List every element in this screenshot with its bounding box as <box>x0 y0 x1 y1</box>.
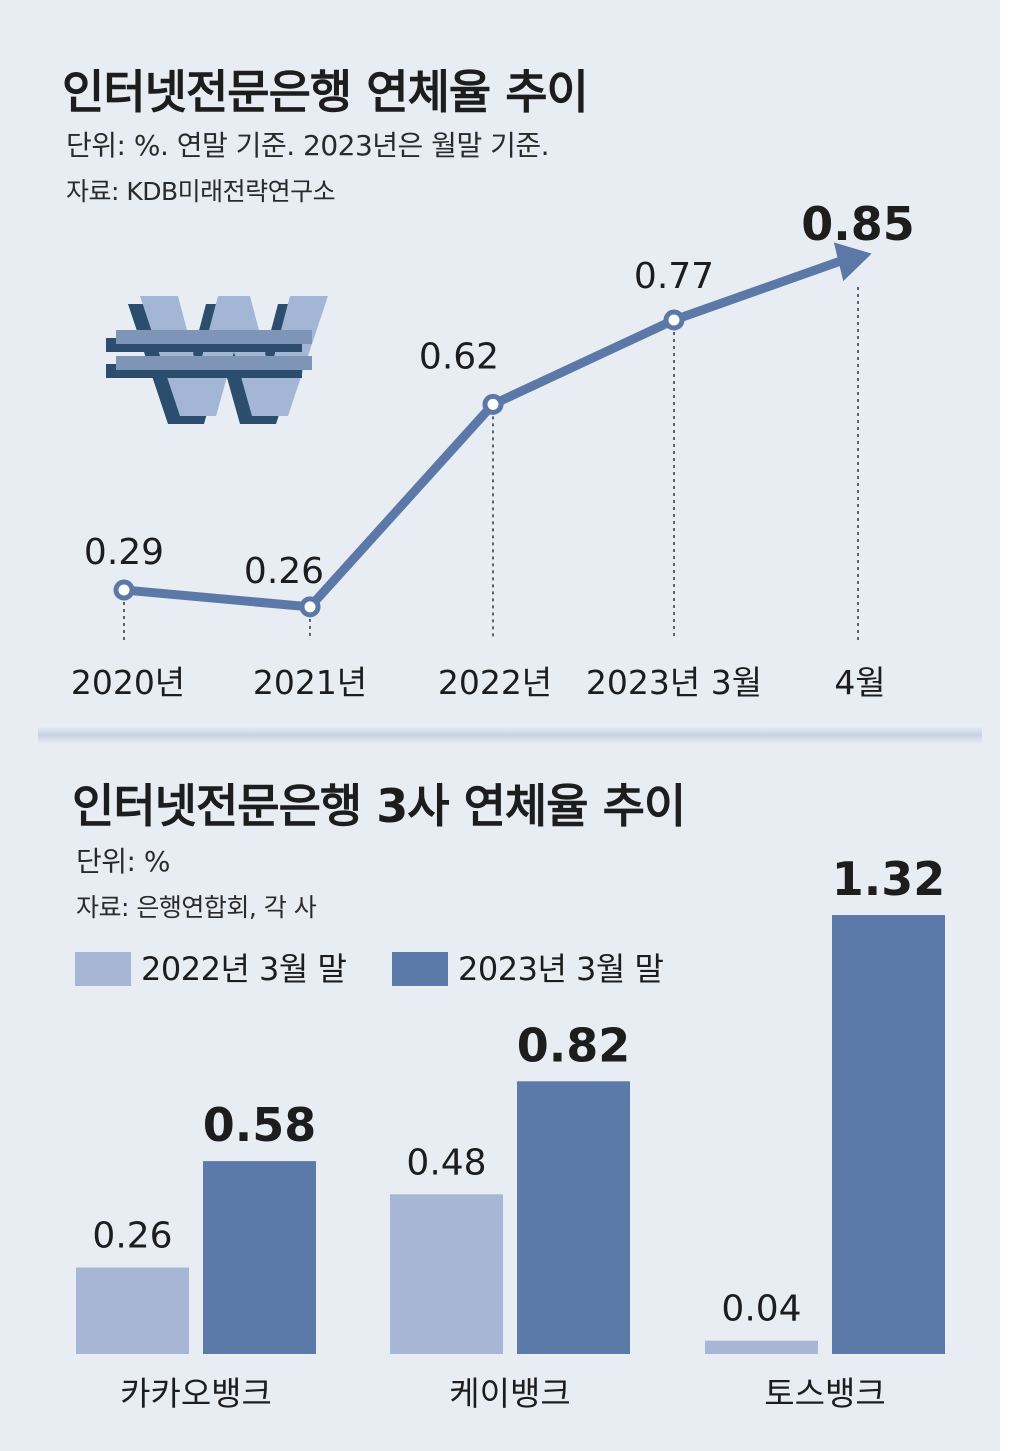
bar-chart-source: 자료: 은행연합회, 각 사 <box>76 893 317 922</box>
legend-swatch-2023 <box>392 952 448 986</box>
bar-1-0 <box>390 1194 503 1354</box>
line-chart-unit-note: 단위: %. 연말 기준. 2023년은 월말 기준. <box>66 129 550 162</box>
bar-value-label-1-0: 0.48 <box>406 1142 486 1183</box>
line-value-label-3: 0.77 <box>634 256 714 297</box>
data-point-2 <box>482 393 504 415</box>
legend-label-2022: 2022년 3월 말 <box>141 950 347 988</box>
bar-0-0 <box>76 1267 189 1354</box>
legend-label-2023: 2023년 3월 말 <box>458 950 664 988</box>
line-x-tick-0: 2020년 <box>71 663 185 702</box>
bar-0-1 <box>203 1161 316 1354</box>
bar-2-1 <box>832 915 945 1354</box>
section-divider <box>38 726 982 744</box>
line-x-tick-4: 4월 <box>834 663 885 702</box>
line-value-label-1: 0.26 <box>244 551 324 592</box>
bar-category-label-1: 케이뱅크 <box>449 1374 570 1413</box>
bar-category-label-2: 토스뱅크 <box>764 1374 885 1413</box>
line-value-label-4: 0.85 <box>801 197 915 251</box>
legend-swatch-2022 <box>75 952 131 986</box>
bar-value-label-1-1: 0.82 <box>517 1018 631 1072</box>
line-chart-source: 자료: KDB미래전략연구소 <box>66 177 336 206</box>
data-point-3 <box>663 309 685 331</box>
line-x-tick-3: 2023년 3월 <box>586 663 762 702</box>
bar-2-0 <box>705 1340 818 1354</box>
line-value-label-0: 0.29 <box>84 532 164 573</box>
bar-category-label-0: 카카오뱅크 <box>120 1374 272 1413</box>
data-point-1 <box>299 596 321 618</box>
bar-value-label-2-0: 0.04 <box>721 1289 801 1330</box>
bar-value-label-0-1: 0.58 <box>203 1098 317 1152</box>
line-x-tick-2: 2022년 <box>438 663 552 702</box>
data-point-0 <box>113 579 135 601</box>
line-value-label-2: 0.62 <box>419 336 499 377</box>
bar-value-label-0-0: 0.26 <box>92 1216 172 1257</box>
bar-chart-title: 인터넷전문은행 3사 연체율 추이 <box>72 779 686 833</box>
won-currency-icon <box>106 296 328 424</box>
trend-arrow-head <box>833 242 872 282</box>
line-chart-title: 인터넷전문은행 연체율 추이 <box>62 65 589 119</box>
bar-1-1 <box>517 1081 630 1354</box>
line-x-tick-1: 2021년 <box>253 663 367 702</box>
bar-value-label-2-1: 1.32 <box>832 852 946 906</box>
bar-chart-unit-note: 단위: % <box>76 845 170 878</box>
